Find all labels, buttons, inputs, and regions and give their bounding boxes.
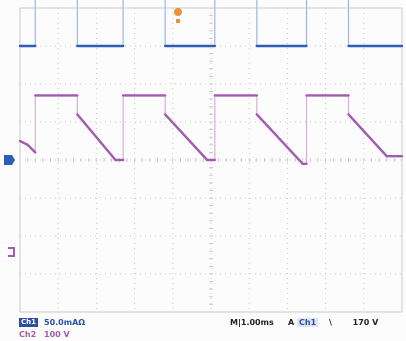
waveform-segment <box>255 113 304 166</box>
timebase-value: M|1.00ms <box>230 318 274 327</box>
waveforms <box>18 0 404 166</box>
trigger-position-marker <box>176 19 180 23</box>
ch2-label-text: Ch2 <box>19 330 37 339</box>
ch1-label-box: Ch1 <box>19 318 38 327</box>
ch1-scale-readout: 50.0mAΩ <box>44 318 85 327</box>
waveform-segment <box>347 113 388 158</box>
trigger-readout: A Ch1 \ 170 V <box>288 318 378 327</box>
timebase-readout: M|1.00ms <box>230 318 274 327</box>
ch1-label: Ch1 <box>21 318 36 326</box>
ch2-scale-readout: 100 V <box>44 330 70 339</box>
trigger-source: Ch1 <box>297 318 319 327</box>
trigger-mode: A <box>288 318 295 327</box>
waveform-segment <box>163 113 209 162</box>
channel-2-ground-marker <box>8 247 15 257</box>
ch1-scale-value: 50.0mAΩ <box>44 318 86 327</box>
channel-1-ground-marker <box>4 155 15 165</box>
waveform-segment <box>30 147 37 154</box>
trigger-position-marker <box>174 8 182 16</box>
rising-edge-icon: \ <box>328 318 332 327</box>
trigger-level: 170 V <box>352 318 379 327</box>
waveform-segment <box>76 113 117 162</box>
waveform-segment <box>18 139 29 147</box>
ch2-scale-value: 100 V <box>44 330 70 339</box>
ch2-label: Ch2 <box>19 330 36 339</box>
markers <box>4 8 182 257</box>
